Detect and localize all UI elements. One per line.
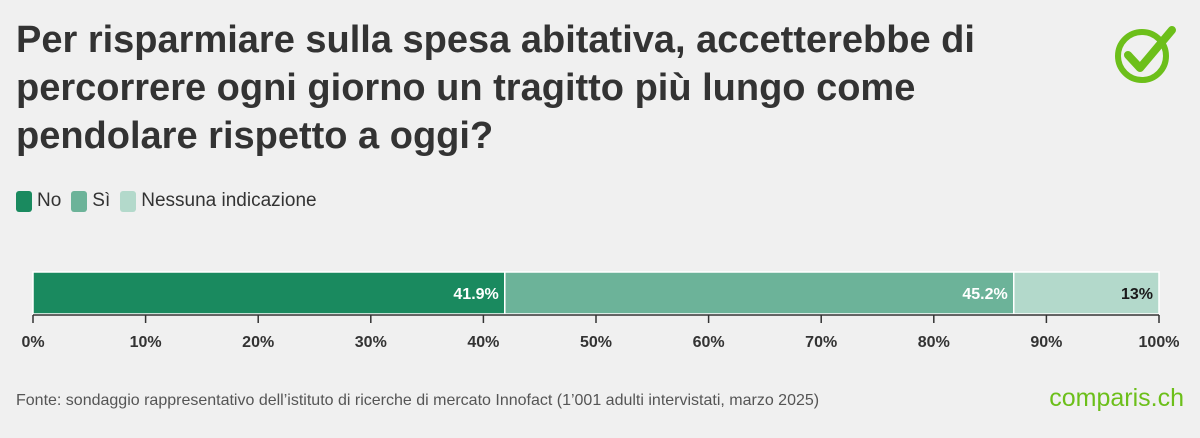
x-tick-label: 60% xyxy=(693,334,725,351)
legend-label-si: Sì xyxy=(92,190,111,211)
stacked-bar-chart: 41.9% 45.2% 13% 0% 10% 20% 30% 40% 50% 60% 70% 80% 9… xyxy=(21,271,1180,351)
brand-logo: comparis.ch xyxy=(1049,384,1184,412)
data-label-si: 45.2% xyxy=(962,286,1007,303)
legend-label-nessuna-indicazione: Nessuna indicazione xyxy=(141,190,317,211)
x-tick-label: 20% xyxy=(242,334,274,351)
source-note: Fonte: sondaggio rappresentativo dell’is… xyxy=(16,392,820,409)
x-tick-label: 90% xyxy=(1030,334,1062,351)
legend-label-no: No xyxy=(37,190,62,211)
x-tick-label: 40% xyxy=(467,334,499,351)
legend-swatch-nessuna-indicazione xyxy=(120,190,137,212)
x-tick-label: 70% xyxy=(805,334,837,351)
x-tick-label: 50% xyxy=(580,334,612,351)
chart-title: Per risparmiare sulla spesa abitativa, a… xyxy=(16,19,975,157)
bar-segment-si xyxy=(504,271,1015,315)
checkmark-circle-icon xyxy=(1115,26,1176,83)
x-tick-label: 100% xyxy=(1139,334,1180,351)
legend-item-si: Sì xyxy=(71,190,110,212)
legend-item-nessuna-indicazione: Nessuna indicazione xyxy=(120,190,317,212)
x-tick-label: 10% xyxy=(130,334,162,351)
legend-swatch-no xyxy=(16,190,32,212)
bar-segment-no xyxy=(32,271,506,315)
data-label-nessuna-indicazione: 13% xyxy=(1121,286,1153,303)
legend-swatch-si xyxy=(71,190,88,212)
data-label-no: 41.9% xyxy=(453,286,498,303)
x-tick-label: 0% xyxy=(21,334,44,351)
bar-segment-nessuna-indicazione xyxy=(1012,271,1160,315)
legend: No Sì Nessuna indicazione xyxy=(16,190,317,212)
x-tick-label: 30% xyxy=(355,334,387,351)
x-tick-label: 80% xyxy=(918,334,950,351)
legend-item-no: No xyxy=(16,190,61,212)
